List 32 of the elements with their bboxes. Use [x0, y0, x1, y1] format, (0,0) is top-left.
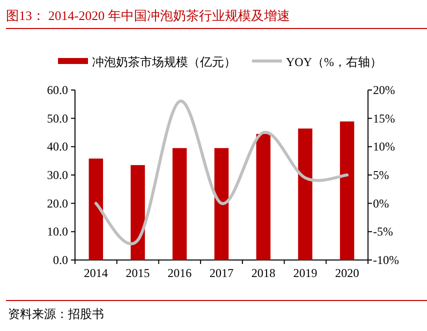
- bar: [88, 158, 104, 260]
- y-tick-label: 10.0: [47, 224, 68, 239]
- y2-tick-label: 10%: [373, 140, 395, 154]
- y-tick-label: 40.0: [47, 140, 68, 154]
- text: 资料来源：招股书: [8, 307, 104, 321]
- chart-title: 图13： 2014-2020 年中国冲泡奶茶行业规模及增速: [6, 8, 290, 23]
- y-tick-label: 50.0: [47, 111, 68, 126]
- x-tick-label: 2016: [168, 266, 192, 280]
- x-tick-label: 2015: [126, 266, 150, 280]
- x-tick-label: 2018: [251, 266, 276, 280]
- bar: [298, 128, 312, 260]
- y2-tick-label: 0%: [373, 196, 389, 210]
- bar: [172, 148, 187, 260]
- legend-label: YOY（%，右轴）: [286, 55, 382, 69]
- y-tick-label: 0.0: [53, 253, 68, 267]
- x-tick-label: 2014: [84, 266, 108, 280]
- bar: [130, 165, 145, 260]
- bar: [214, 148, 229, 260]
- y-tick-label: 30.0: [47, 168, 68, 182]
- y2-tick-label: 5%: [373, 168, 389, 182]
- y-tick-label: 20.0: [47, 196, 68, 210]
- y-tick-label: 60.0: [47, 83, 68, 97]
- x-tick-label: 2017: [210, 266, 234, 280]
- legend-label: 冲泡奶茶市场规模（亿元）: [92, 55, 236, 69]
- y2-tick-label: 20%: [373, 83, 395, 97]
- x-tick-label: 2020: [335, 266, 360, 280]
- y2-tick-label: 15%: [373, 111, 395, 126]
- y2-tick-label: -5%: [373, 224, 393, 239]
- y2-tick-label: -10%: [373, 253, 399, 267]
- x-tick-label: 2019: [293, 266, 318, 280]
- bar: [256, 134, 270, 260]
- bar: [340, 121, 354, 260]
